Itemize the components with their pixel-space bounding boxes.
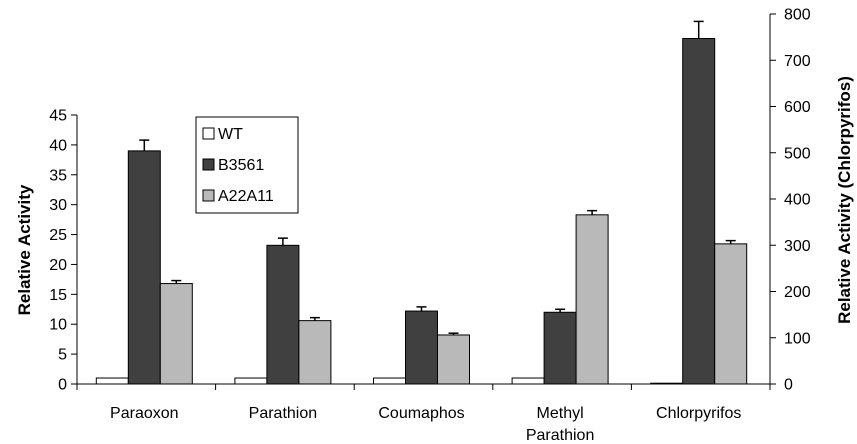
left-tick-label: 25 <box>49 227 67 244</box>
right-tick-label: 0 <box>784 377 793 394</box>
bar-b3561-paraoxon <box>127 150 161 385</box>
bar-wt-methyl-parathion <box>511 377 545 385</box>
bar-b3561-coumaphos <box>405 310 438 385</box>
right-tick-label: 100 <box>784 330 811 347</box>
right-tick-label: 200 <box>784 284 811 301</box>
right-tick-label: 700 <box>784 53 811 70</box>
bar-a22a11-methyl-parathion <box>575 214 609 385</box>
left-y-axis: 0 5 10 15 20 25 30 35 40 45 <box>49 108 78 394</box>
bar-wt-paraoxon <box>95 377 129 385</box>
bar-wt-coumaphos <box>373 377 406 385</box>
right-y-axis: 0 100 200 300 400 500 600 700 800 <box>769 7 811 394</box>
legend: WT B3561 A22A11 <box>195 116 299 214</box>
left-tick-label: 40 <box>49 137 67 154</box>
legend-swatch-wt <box>202 127 215 140</box>
left-tick-label: 20 <box>49 257 67 274</box>
right-tick-label: 600 <box>784 99 811 116</box>
x-category-label: Chlorpyrifos <box>656 405 741 422</box>
y-axis-title-right: Relative Activity (Chlorpyrifos) <box>835 76 854 324</box>
legend-swatch-b3561 <box>202 158 215 171</box>
left-tick-label: 30 <box>49 197 67 214</box>
legend-swatch-a22a11 <box>202 189 215 202</box>
right-tick-label: 800 <box>784 7 811 24</box>
left-tick-label: 10 <box>49 317 67 334</box>
bar-a22a11-paraoxon <box>159 283 193 385</box>
y-axis-title-left: Relative Activity <box>15 184 34 315</box>
bar-b3561-methyl-parathion <box>543 311 577 385</box>
x-category-label: Parathion <box>249 405 318 422</box>
x-axis: Paraoxon Parathion Coumaphos Methyl Parathio… <box>76 383 771 444</box>
legend-label-wt: WT <box>218 126 243 143</box>
x-category-label: Methyl <box>537 405 584 422</box>
bars <box>95 20 748 385</box>
left-tick-label: 35 <box>49 167 67 184</box>
left-tick-label: 45 <box>49 108 67 125</box>
left-tick-label: 0 <box>58 377 67 394</box>
bar-a22a11-chlorpyrifos <box>714 243 748 385</box>
bar-b3561-parathion <box>266 244 300 385</box>
bar-b3561-chlorpyrifos <box>682 38 716 385</box>
x-category-label: Paraoxon <box>110 405 179 422</box>
left-tick-label: 5 <box>58 347 67 364</box>
bar-a22a11-coumaphos <box>437 334 470 385</box>
right-tick-label: 500 <box>784 145 811 162</box>
left-tick-label: 15 <box>49 287 67 304</box>
right-tick-label: 300 <box>784 238 811 255</box>
right-tick-label: 400 <box>784 192 811 209</box>
x-category-label: Coumaphos <box>378 405 464 422</box>
legend-label-b3561: B3561 <box>218 157 264 174</box>
legend-label-a22a11: A22A11 <box>218 188 274 205</box>
bar-a22a11-parathion <box>298 320 332 385</box>
x-category-label: Parathion <box>526 427 595 444</box>
bar-wt-parathion <box>234 377 268 385</box>
